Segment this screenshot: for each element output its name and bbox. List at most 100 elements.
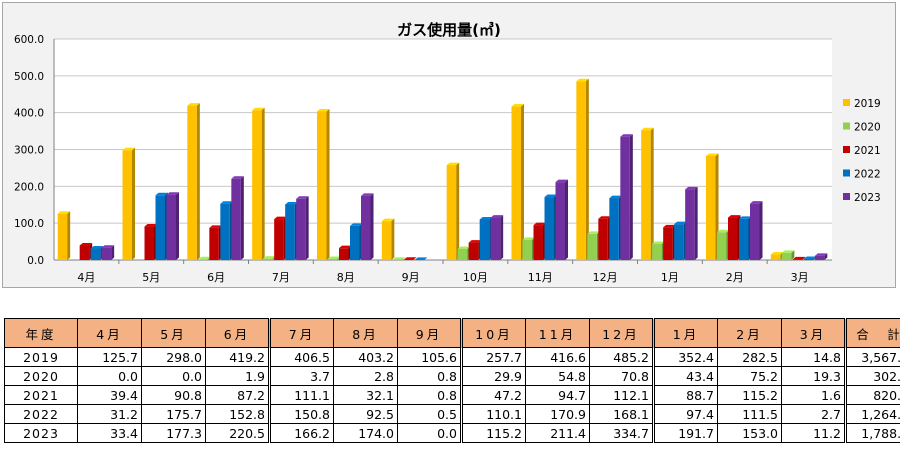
value-cell: 0.8 xyxy=(397,385,462,405)
y-tick-label: 600.0 xyxy=(14,34,44,46)
bar-2019-11月 xyxy=(511,104,524,260)
value-cell: 282.5 xyxy=(717,347,782,367)
x-tick-label: 4月 xyxy=(77,271,95,284)
legend-label: 2022 xyxy=(854,169,881,181)
bar-2022-5月 xyxy=(155,192,168,260)
table-header-cell: 3月 xyxy=(781,318,846,348)
bar-2019-7月 xyxy=(252,107,265,261)
legend-label: 2021 xyxy=(854,145,881,157)
y-axis-ticks: 0.0 100.0 200.0 300.0 400.0 500.0 600.0 xyxy=(14,34,55,267)
value-cell: 3,567.4 xyxy=(844,347,900,367)
data-table-wrap: 年度 4月 5月 6月 7月 8月 9月 10月 11月 12月 1月 2月 3月合 計 2019 125… xyxy=(4,318,900,443)
bar-2019-9月 xyxy=(381,218,395,260)
x-tick-label: 7月 xyxy=(272,271,290,284)
value-cell: 820.9 xyxy=(844,385,900,405)
bar-2022-11月 xyxy=(544,194,557,260)
x-tick-label: 10月 xyxy=(463,271,488,284)
value-cell: 39.4 xyxy=(77,385,142,405)
bar-2021-4月 xyxy=(79,242,93,260)
bar-2021-7月 xyxy=(274,216,287,260)
bar-2022-1月 xyxy=(674,221,687,260)
value-cell: 166.2 xyxy=(268,423,334,443)
value-cell: 3.7 xyxy=(268,366,334,386)
bar-2022-4月 xyxy=(90,246,104,260)
bar-2019-3月 xyxy=(770,252,784,260)
legend-label: 2023 xyxy=(854,192,881,204)
value-cell: 302.6 xyxy=(844,366,900,386)
value-cell: 29.9 xyxy=(460,366,526,386)
value-cell: 105.6 xyxy=(397,347,462,367)
bar-2021-6月 xyxy=(209,225,222,260)
bar-2019-8月 xyxy=(317,108,330,260)
value-cell: 153.0 xyxy=(717,423,782,443)
table-header-cell: 1月 xyxy=(652,318,718,348)
x-tick-label: 6月 xyxy=(207,271,225,284)
bar-2023-3月 xyxy=(814,253,828,260)
bar-2020-3月 xyxy=(781,250,795,260)
value-cell: 150.8 xyxy=(268,404,334,424)
value-cell: 115.2 xyxy=(717,385,782,405)
bar-2021-3月 xyxy=(792,256,806,260)
y-tick-label: 200.0 xyxy=(14,181,44,193)
value-cell: 33.4 xyxy=(77,423,142,443)
value-cell: 175.7 xyxy=(141,404,206,424)
bar-2021-11月 xyxy=(533,222,546,260)
table-header-cell: 年度 xyxy=(4,318,78,348)
legend-swatch xyxy=(843,99,850,106)
value-cell: 170.9 xyxy=(525,404,590,424)
x-tick-label: 5月 xyxy=(142,271,160,284)
value-cell: 111.1 xyxy=(268,385,334,405)
chart-title: ガス使用量(㎥) xyxy=(397,21,501,39)
bar-2019-5月 xyxy=(122,147,135,260)
bar-2019-1月 xyxy=(641,127,654,260)
bar-2023-6月 xyxy=(231,176,244,260)
x-tick-label: 3月 xyxy=(791,271,809,284)
legend-swatch xyxy=(843,146,850,153)
legend-swatch xyxy=(843,193,850,200)
value-cell: 14.8 xyxy=(781,347,846,367)
bar-marks xyxy=(57,78,828,261)
bar-2021-1月 xyxy=(663,224,676,260)
legend: 2019 2020 2021 2022 2023 xyxy=(843,98,881,204)
bar-2020-9月 xyxy=(392,257,406,260)
x-tick-label: 11月 xyxy=(528,271,553,284)
value-cell: 47.2 xyxy=(460,385,526,405)
table-header-cell: 11月 xyxy=(525,318,590,348)
y-tick-label: 0.0 xyxy=(27,255,44,267)
gridlines xyxy=(54,38,832,261)
chart-svg: ガス使用量(㎥) 0.0 100.0 200.0 300.0 400.0 500.0 600… xyxy=(2,2,896,288)
value-cell: 298.0 xyxy=(141,347,206,367)
value-cell: 1,264.2 xyxy=(844,404,900,424)
legend-swatch xyxy=(843,169,850,177)
value-cell: 0.0 xyxy=(77,366,142,386)
x-tick-label: 8月 xyxy=(337,271,355,284)
legend-swatch xyxy=(843,122,850,130)
value-cell: 257.7 xyxy=(460,347,526,367)
table-header-cell: 12月 xyxy=(589,318,654,348)
value-cell: 0.5 xyxy=(397,404,462,424)
table-header-row: 年度 4月 5月 6月 7月 8月 9月 10月 11月 12月 1月 2月 3月合 計 xyxy=(4,318,900,348)
value-cell: 403.2 xyxy=(333,347,398,367)
year-cell: 2020 xyxy=(4,366,78,386)
value-cell: 191.7 xyxy=(652,423,718,443)
value-cell: 31.2 xyxy=(77,404,142,424)
table-row: 2022 31.2 175.7 152.8 150.8 92.5 0.5 110.1 170.9… xyxy=(4,404,900,424)
table-row: 2019 125.7 298.0 419.2 406.5 403.2 105.6 257.7 4… xyxy=(4,347,900,367)
value-cell: 70.8 xyxy=(589,366,654,386)
bar-2023-8月 xyxy=(361,193,374,260)
value-cell: 177.3 xyxy=(141,423,206,443)
bar-2023-1月 xyxy=(685,186,698,260)
value-cell: 11.2 xyxy=(781,423,846,443)
bar-2021-8月 xyxy=(339,245,352,260)
table-header-cell: 8月 xyxy=(333,318,398,348)
value-cell: 94.7 xyxy=(525,385,590,405)
x-tick-label: 1月 xyxy=(661,271,679,284)
value-cell: 2.7 xyxy=(781,404,846,424)
bar-2021-10月 xyxy=(468,240,482,260)
value-cell: 112.1 xyxy=(589,385,654,405)
table-header-cell: 6月 xyxy=(205,318,270,348)
value-cell: 485.2 xyxy=(589,347,654,367)
year-cell: 2022 xyxy=(4,404,78,424)
value-cell: 1.6 xyxy=(781,385,846,405)
table-body: 2019 125.7 298.0 419.2 406.5 403.2 105.6 257.7 4… xyxy=(4,347,900,443)
